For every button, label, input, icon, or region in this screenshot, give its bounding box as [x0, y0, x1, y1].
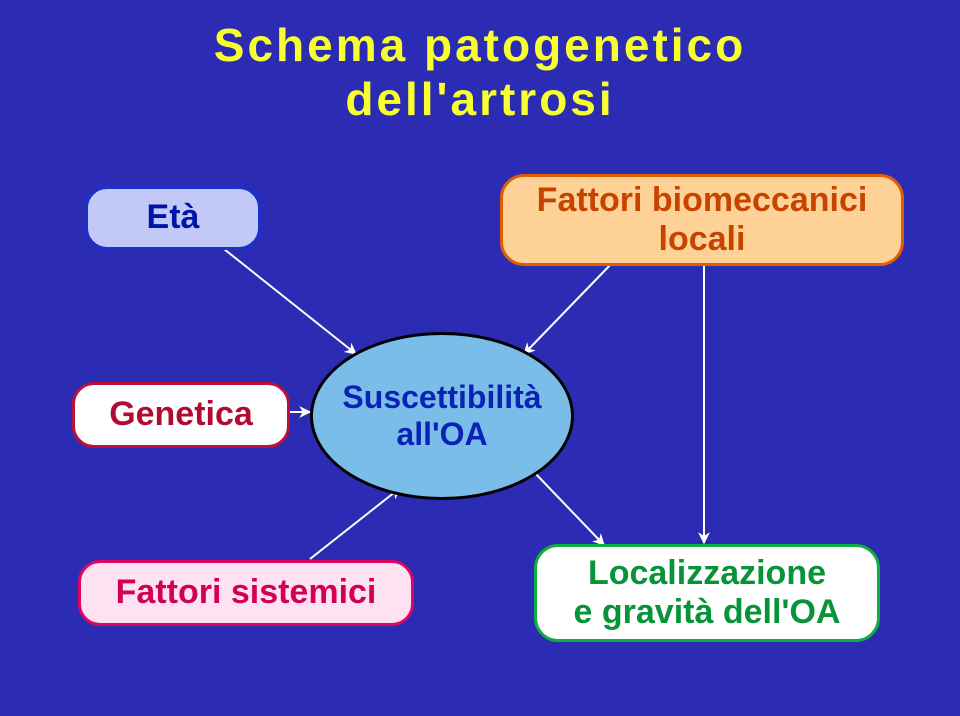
edge-biomeccanici-to-suscettibilita — [524, 261, 614, 354]
node-localizzazione: Localizzazione e gravità dell'OA — [534, 544, 880, 642]
node-biomeccanici: Fattori biomeccanici locali — [500, 174, 904, 266]
node-genetica: Genetica — [72, 382, 290, 448]
edge-suscettibilita-to-localizzazione — [533, 471, 604, 545]
edge-eta-to-suscettibilita — [219, 245, 356, 354]
diagram-canvas: Schema patogenetico dell'artrosi Età Fatto… — [0, 0, 960, 716]
node-eta: Età — [85, 186, 261, 250]
node-suscettibilita: Suscettibilità all'OA — [310, 332, 574, 500]
slide-title: Schema patogenetico dell'artrosi — [110, 18, 850, 126]
edge-sistemici-to-suscettibilita — [310, 488, 400, 559]
node-sistemici: Fattori sistemici — [78, 560, 414, 626]
